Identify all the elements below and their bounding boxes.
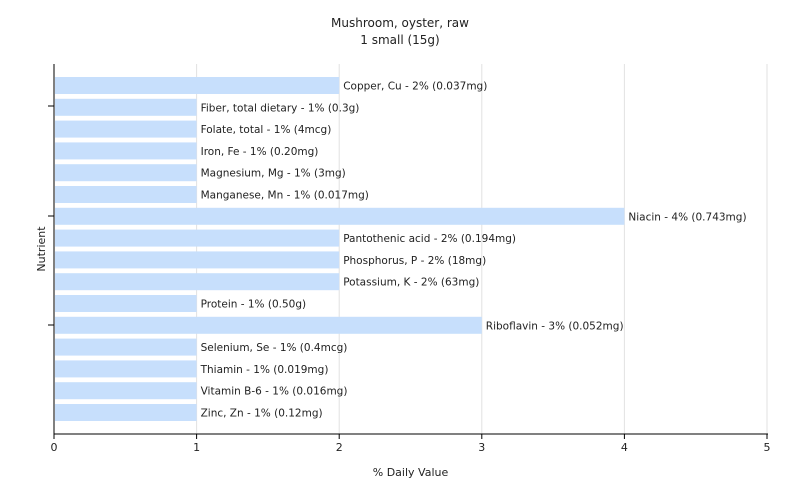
bar-label: Thiamin - 1% (0.019mg) — [200, 364, 329, 376]
bar-label: Riboflavin - 3% (0.052mg) — [486, 320, 624, 332]
bar — [55, 229, 340, 247]
bar-label: Pantothenic acid - 2% (0.194mg) — [343, 233, 516, 245]
chart-title: Mushroom, oyster, raw — [331, 16, 469, 30]
bar-label: Copper, Cu - 2% (0.037mg) — [343, 81, 487, 93]
x-tick-label: 1 — [193, 441, 200, 454]
bar-label: Niacin - 4% (0.743mg) — [628, 211, 746, 223]
bar — [55, 164, 197, 182]
bar — [55, 360, 197, 378]
bar-label: Selenium, Se - 1% (0.4mcg) — [201, 342, 348, 354]
bar-label: Vitamin B-6 - 1% (0.016mg) — [201, 386, 348, 398]
bar-label: Zinc, Zn - 1% (0.12mg) — [201, 408, 323, 420]
bar-label: Phosphorus, P - 2% (18mg) — [343, 255, 486, 267]
bar — [55, 251, 340, 269]
y-axis-label: Nutrient — [35, 226, 48, 272]
bar — [55, 295, 197, 312]
bar — [55, 338, 197, 356]
x-tick-label: 3 — [478, 441, 485, 454]
bar-label: Protein - 1% (0.50g) — [201, 299, 307, 311]
x-tick-label: 0 — [51, 441, 58, 454]
bar — [55, 207, 625, 225]
bar-label: Folate, total - 1% (4mcg) — [201, 124, 332, 136]
bar-label: Manganese, Mn - 1% (0.017mg) — [201, 190, 369, 202]
bar — [55, 382, 197, 400]
bar — [55, 404, 197, 421]
plot-area — [54, 64, 767, 434]
bars: Copper, Cu - 2% (0.037mg) Fiber, total di… — [55, 77, 747, 421]
x-tick-label: 4 — [621, 441, 628, 454]
chart-subtitle: 1 small (15g) — [360, 33, 439, 47]
bar — [55, 120, 197, 138]
bar-label: Fiber, total dietary - 1% (0.3g) — [201, 102, 360, 114]
bar — [55, 186, 197, 203]
x-axis-label: % Daily Value — [373, 466, 449, 479]
bar — [55, 273, 340, 291]
bar — [55, 77, 340, 94]
bar-label: Magnesium, Mg - 1% (3mg) — [201, 168, 346, 180]
bar — [55, 142, 197, 160]
x-tick-label: 5 — [764, 441, 771, 454]
bar-label: Potassium, K - 2% (63mg) — [343, 277, 479, 289]
x-tick-label: 2 — [336, 441, 343, 454]
axes: 0 1 2 3 4 5 — [48, 64, 771, 454]
bar — [55, 98, 197, 116]
bar — [55, 316, 482, 334]
bar-label: Iron, Fe - 1% (0.20mg) — [201, 146, 319, 158]
